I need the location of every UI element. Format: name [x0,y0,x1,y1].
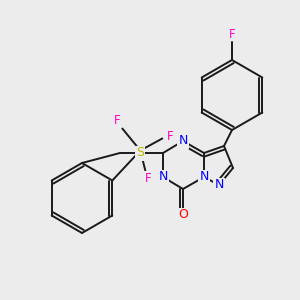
Text: F: F [145,172,152,185]
Text: O: O [178,208,188,221]
Text: N: N [199,170,209,184]
Text: F: F [167,130,174,143]
Text: N: N [214,178,224,191]
Text: H: H [145,173,153,183]
Text: F: F [229,28,235,40]
Text: N: N [158,170,168,184]
Text: F: F [114,114,121,127]
Text: S: S [136,146,144,160]
Text: N: N [178,134,188,148]
